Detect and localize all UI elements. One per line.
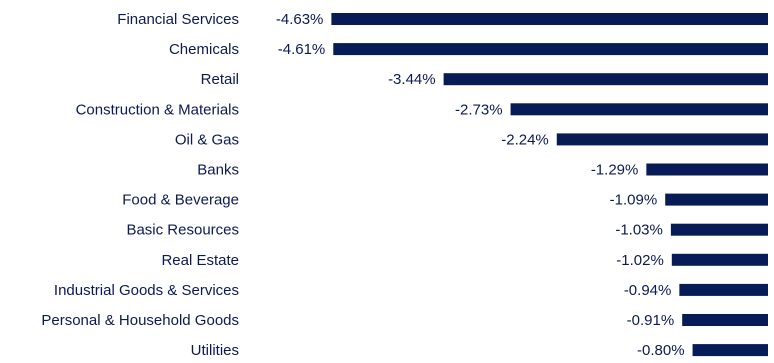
value-label: -4.63%: [276, 11, 324, 28]
bar: [333, 43, 768, 56]
value-label: -2.73%: [455, 101, 503, 118]
category-label: Construction & Materials: [76, 101, 239, 118]
value-label: -0.94%: [624, 282, 672, 299]
bar: [665, 193, 768, 206]
category-label: Utilities: [191, 342, 239, 359]
bar: [443, 73, 768, 86]
value-label: -0.91%: [627, 312, 675, 329]
category-label: Banks: [197, 162, 239, 179]
category-label: Chemicals: [169, 41, 239, 58]
category-label: Food & Beverage: [122, 192, 239, 209]
category-label: Basic Resources: [126, 222, 239, 239]
category-label: Industrial Goods & Services: [54, 282, 239, 299]
value-label: -2.24%: [501, 131, 549, 148]
value-labels: -4.63% -4.61% -3.44% -2.73% -2.24% -1.29% -1.0…: [276, 11, 685, 359]
category-label: Oil & Gas: [175, 131, 239, 148]
bars: [331, 13, 768, 357]
value-label: -1.29%: [591, 162, 639, 179]
category-labels: Financial Services Chemicals Retail Constru…: [41, 11, 239, 359]
bar: [692, 344, 768, 357]
bar: [331, 13, 768, 25]
bar: [670, 223, 768, 236]
value-label: -1.03%: [615, 222, 663, 239]
category-label: Personal & Household Goods: [41, 312, 239, 329]
bar: [510, 103, 768, 116]
bar: [682, 314, 768, 326]
bar: [679, 283, 768, 296]
bar: [556, 133, 768, 146]
category-label: Real Estate: [161, 252, 239, 269]
category-label: Retail: [201, 71, 239, 88]
value-label: -4.61%: [278, 41, 326, 58]
bar: [646, 163, 768, 176]
bar: [671, 253, 768, 266]
category-label: Financial Services: [117, 11, 239, 28]
value-label: -0.80%: [637, 342, 685, 359]
value-label: -3.44%: [388, 71, 436, 88]
value-label: -1.02%: [616, 252, 664, 269]
value-label: -1.09%: [610, 192, 658, 209]
